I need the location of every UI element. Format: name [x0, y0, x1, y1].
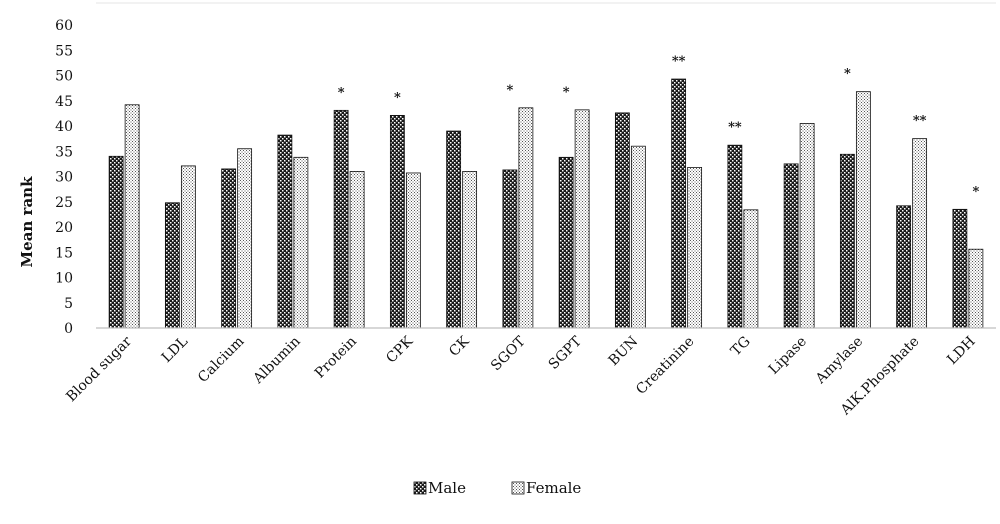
category-label: TG: [728, 334, 754, 360]
bar-female-sgot: [518, 107, 534, 329]
bar-male-ck: [446, 130, 462, 329]
category-label: SGPT: [546, 333, 586, 373]
y-tick-label: 0: [64, 321, 73, 337]
bar-male-ldh: [952, 208, 968, 329]
bar-female-lipase: [799, 123, 815, 329]
bar-male-amylase: [839, 153, 855, 329]
bar-female-alk-phosphate: [912, 138, 928, 329]
y-tick-label: 15: [55, 245, 73, 261]
bar-female-creatinine: [687, 167, 703, 329]
bars: [108, 78, 984, 329]
significance-marker: *: [338, 85, 345, 100]
category-label: Creatinine: [633, 334, 697, 398]
y-tick-label: 50: [55, 69, 73, 85]
bar-female-amylase: [855, 91, 871, 329]
category-label: Protein: [312, 334, 360, 382]
category-labels: Blood sugar LDL Calcium Albumin Protein CPK CK…: [63, 333, 978, 419]
significance-marker: **: [672, 54, 686, 69]
y-tick-label: 45: [55, 94, 73, 110]
bar-male-cpk: [389, 114, 405, 329]
bar-female-albumin: [293, 156, 309, 329]
category-label: BUN: [606, 334, 642, 370]
bar-female-cpk: [405, 172, 421, 329]
bar-female-calcium: [237, 148, 253, 329]
bar-male-blood-sugar: [108, 155, 124, 329]
bar-female-ldh: [968, 248, 984, 329]
significance-annotations: * ** *********: [338, 54, 980, 199]
y-axis-label: Mean rank: [18, 176, 36, 268]
bar-male-ldl: [164, 202, 180, 329]
category-label: CK: [446, 333, 473, 360]
y-axis-ticks: 0 5 10 15 20 25 30 35 40 45 50 55 60: [55, 18, 73, 337]
bar-male-alk-phosphate: [896, 205, 912, 329]
bar-female-blood-sugar: [124, 104, 140, 329]
category-label: LDH: [944, 334, 978, 368]
bar-female-ldl: [180, 165, 196, 329]
significance-marker: *: [563, 85, 570, 100]
bar-male-protein: [333, 109, 349, 329]
legend-swatch-male: [413, 481, 427, 495]
legend: Male Female: [413, 479, 581, 497]
legend-label-male: Male: [428, 479, 466, 497]
y-tick-label: 20: [55, 220, 73, 236]
y-tick-label: 5: [64, 296, 73, 312]
category-label: LDL: [159, 334, 191, 366]
y-tick-label: 10: [55, 271, 73, 287]
bar-male-bun: [614, 112, 630, 329]
bar-male-sgpt: [558, 156, 574, 329]
y-tick-label: 40: [55, 119, 73, 135]
bar-female-ck: [462, 171, 478, 329]
bar-male-albumin: [277, 134, 293, 329]
significance-marker: *: [394, 90, 401, 105]
bar-female-sgpt: [574, 109, 590, 329]
y-tick-label: 35: [55, 144, 73, 160]
significance-marker: **: [913, 114, 927, 129]
significance-marker: *: [972, 184, 979, 199]
bar-male-creatinine: [671, 78, 687, 329]
category-label: Lipase: [766, 334, 810, 378]
significance-marker: *: [506, 83, 513, 98]
bar-female-tg: [743, 209, 759, 329]
category-label: Blood sugar: [63, 333, 135, 405]
y-tick-label: 55: [55, 43, 73, 59]
legend-swatch-female: [511, 481, 525, 495]
y-tick-label: 25: [55, 195, 73, 211]
category-label: SGOT: [488, 333, 529, 374]
category-label: Albumin: [250, 334, 304, 388]
category-label: Amylase: [812, 334, 866, 388]
bar-male-calcium: [221, 168, 237, 329]
bar-male-lipase: [783, 163, 799, 329]
significance-marker: *: [844, 67, 851, 82]
significance-marker: **: [728, 120, 742, 135]
bar-male-sgot: [502, 169, 518, 329]
y-tick-label: 60: [55, 18, 73, 34]
category-label: Calcium: [195, 334, 247, 386]
y-tick-label: 30: [55, 170, 73, 186]
category-label: CPK: [383, 333, 416, 366]
legend-label-female: Female: [526, 479, 581, 497]
bar-female-bun: [630, 145, 646, 329]
bar-male-tg: [727, 144, 743, 329]
bar-female-protein: [349, 171, 365, 329]
